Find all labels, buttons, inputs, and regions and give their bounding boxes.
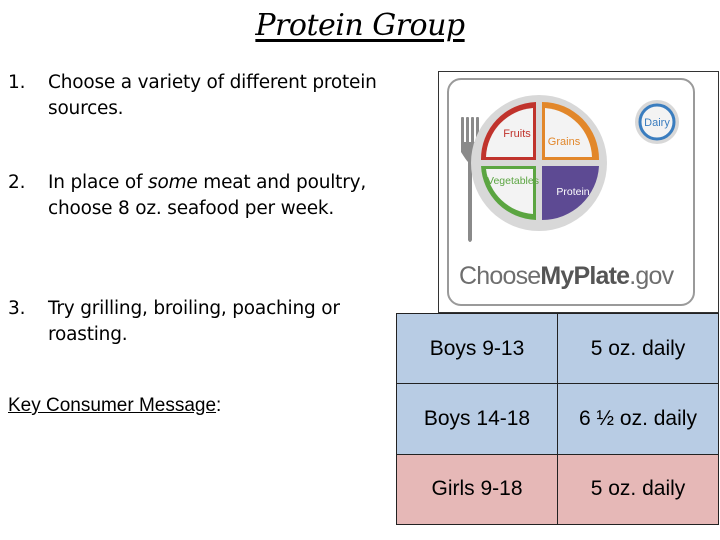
choosemyplate-logo: ChooseMyPlate.gov: [459, 262, 675, 290]
vegetables-label: Vegetables: [487, 175, 539, 187]
tip-text: Choose a variety of different protein so…: [48, 72, 377, 119]
age-group-cell: Boys 14-18: [396, 383, 558, 455]
dairy-label: Dairy: [644, 117, 670, 129]
amount-cell: 5 oz. daily: [557, 453, 719, 526]
plate-rim: [471, 95, 607, 231]
tip-text-part: In place of: [48, 172, 149, 193]
key-message-colon: :: [216, 395, 222, 416]
tip-text: In place of some meat and poultry, choos…: [48, 170, 378, 222]
myplate-graphic: Fruits Grains Vegetables Protein Dairy C…: [459, 95, 679, 290]
fruits-label: Fruits: [503, 128, 531, 140]
logo-gov: .gov: [629, 262, 674, 290]
protein-inner: [545, 169, 592, 214]
tip-number: 3.: [8, 298, 26, 319]
grains-inner: [545, 108, 592, 157]
key-consumer-message: Key Consumer Message:: [8, 395, 221, 417]
key-message-label: Key Consumer Message: [8, 395, 217, 416]
tip-number: 2.: [8, 172, 26, 193]
tip-emphasis: some: [148, 172, 198, 193]
amount-cell: 5 oz. daily: [557, 312, 719, 385]
tip-text-part: meat and poultry, choose 8 oz. seafood p…: [48, 172, 367, 219]
amount-cell: 6 ½ oz. daily: [557, 383, 719, 455]
age-group-cell: Girls 9-18: [396, 453, 558, 526]
myplate-image: Fruits Grains Vegetables Protein Dairy C…: [438, 71, 719, 313]
table-row: Boys 9-13 5 oz. daily: [396, 312, 719, 385]
fruits-inner: [486, 108, 533, 157]
myplate-card: Fruits Grains Vegetables Protein Dairy C…: [447, 78, 695, 306]
grains-label: Grains: [548, 136, 581, 148]
portion-table: Boys 9-13 5 oz. daily Boys 14-18 6 ½ oz.…: [396, 312, 719, 526]
logo-myplate: MyPlate: [540, 262, 630, 290]
logo-choose: Choose: [459, 262, 540, 290]
protein-label: Protein: [556, 186, 589, 198]
dairy-cup: [638, 103, 676, 141]
tip-number: 1.: [8, 72, 26, 93]
page-title: Protein Group: [255, 8, 465, 43]
vegetables-inner: [486, 169, 533, 214]
table-row: Girls 9-18 5 oz. daily: [396, 453, 719, 526]
table-row: Boys 14-18 6 ½ oz. daily: [396, 383, 719, 455]
tip-text: Try grilling, broiling, poaching or roas…: [48, 298, 340, 345]
age-group-cell: Boys 9-13: [396, 312, 558, 385]
